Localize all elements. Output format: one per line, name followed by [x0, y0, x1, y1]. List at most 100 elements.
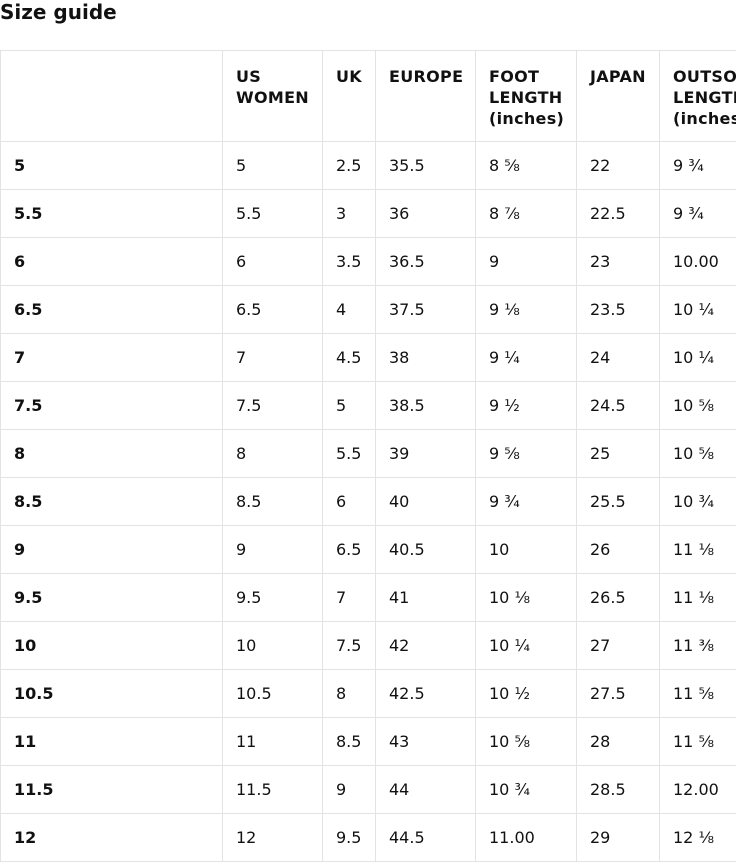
foot-length-cell: 10 ¼	[475, 621, 577, 670]
outsole-length-cell: 11 ⅝	[659, 717, 736, 766]
table-row: 6.5 6.5 4 37.5 9 ⅛ 23.5 10 ¼	[0, 285, 736, 334]
japan-cell: 26	[576, 525, 660, 574]
table-row: 5 5 2.5 35.5 8 ⅝ 22 9 ¾	[0, 141, 736, 190]
size-cell: 12	[0, 813, 223, 862]
table-row: 9 9 6.5 40.5 10 26 11 ⅛	[0, 525, 736, 574]
size-cell: 8	[0, 429, 223, 478]
europe-cell: 40	[375, 477, 476, 526]
us-women-cell: 6	[222, 237, 323, 286]
size-cell: 6	[0, 237, 223, 286]
uk-cell: 5.5	[322, 429, 376, 478]
foot-length-cell: 11.00	[475, 813, 577, 862]
table-row: 7.5 7.5 5 38.5 9 ½ 24.5 10 ⅝	[0, 381, 736, 430]
foot-length-cell: 9	[475, 237, 577, 286]
us-women-cell: 10.5	[222, 669, 323, 718]
europe-cell: 36	[375, 189, 476, 238]
size-cell: 11.5	[0, 765, 223, 814]
size-cell: 9	[0, 525, 223, 574]
us-women-cell: 12	[222, 813, 323, 862]
table-row: 5.5 5.5 3 36 8 ⅞ 22.5 9 ¾	[0, 189, 736, 238]
europe-cell: 36.5	[375, 237, 476, 286]
europe-cell: 42.5	[375, 669, 476, 718]
column-header-line: LENGTH	[489, 88, 563, 107]
outsole-length-cell: 10.00	[659, 237, 736, 286]
europe-cell: 43	[375, 717, 476, 766]
europe-cell: 41	[375, 573, 476, 622]
size-column-header	[0, 50, 223, 142]
uk-cell: 6.5	[322, 525, 376, 574]
foot-length-cell: 10 ½	[475, 669, 577, 718]
size-cell: 8.5	[0, 477, 223, 526]
column-header-line: (inches)	[673, 109, 736, 128]
japan-cell: 27.5	[576, 669, 660, 718]
outsole-length-cell: 11 ⅝	[659, 669, 736, 718]
europe-cell: 38.5	[375, 381, 476, 430]
foot-length-cell: 10 ¾	[475, 765, 577, 814]
japan-cell: 22	[576, 141, 660, 190]
japan-cell: 29	[576, 813, 660, 862]
table-row: 9.5 9.5 7 41 10 ⅛ 26.5 11 ⅛	[0, 573, 736, 622]
us-women-cell: 7	[222, 333, 323, 382]
column-header-line: FOOT	[489, 67, 540, 86]
size-cell: 10	[0, 621, 223, 670]
outsole-length-cell: 10 ¼	[659, 333, 736, 382]
us-women-cell: 9	[222, 525, 323, 574]
column-header-line: US	[236, 67, 262, 86]
japan-cell: 23	[576, 237, 660, 286]
japan-cell: 24.5	[576, 381, 660, 430]
table-row: 10.5 10.5 8 42.5 10 ½ 27.5 11 ⅝	[0, 669, 736, 718]
page-title: Size guide	[0, 0, 117, 24]
japan-cell: 28.5	[576, 765, 660, 814]
table-row: 8 8 5.5 39 9 ⅝ 25 10 ⅝	[0, 429, 736, 478]
size-cell: 10.5	[0, 669, 223, 718]
table-row: 11.5 11.5 9 44 10 ¾ 28.5 12.00	[0, 765, 736, 814]
uk-cell: 4	[322, 285, 376, 334]
table-row: 7 7 4.5 38 9 ¼ 24 10 ¼	[0, 333, 736, 382]
japan-column-header: JAPAN	[576, 50, 660, 142]
size-cell: 11	[0, 717, 223, 766]
column-header-line: JAPAN	[590, 67, 646, 86]
outsole-length-cell: 12 ⅛	[659, 813, 736, 862]
japan-cell: 22.5	[576, 189, 660, 238]
column-header-line: (inches)	[489, 109, 565, 128]
europe-cell: 39	[375, 429, 476, 478]
outsole-length-cell: 12.00	[659, 765, 736, 814]
europe-cell: 40.5	[375, 525, 476, 574]
uk-cell: 8	[322, 669, 376, 718]
header-row: US WOMEN UK EUROPE FOOT LENGTH (inches) JAPAN OU…	[0, 50, 736, 142]
size-cell: 7	[0, 333, 223, 382]
europe-column-header: EUROPE	[375, 50, 476, 142]
us-women-cell: 8.5	[222, 477, 323, 526]
outsole-length-cell: 11 ⅛	[659, 573, 736, 622]
uk-column-header: UK	[322, 50, 376, 142]
uk-cell: 8.5	[322, 717, 376, 766]
foot-length-cell: 8 ⅞	[475, 189, 577, 238]
outsole-length-cell: 9 ¾	[659, 189, 736, 238]
table-row: 12 12 9.5 44.5 11.00 29 12 ⅛	[0, 813, 736, 862]
foot-length-cell: 9 ¼	[475, 333, 577, 382]
us-women-cell: 10	[222, 621, 323, 670]
us-women-cell: 7.5	[222, 381, 323, 430]
us-women-cell: 5	[222, 141, 323, 190]
outsole-length-cell: 9 ¾	[659, 141, 736, 190]
column-header-line: WOMEN	[236, 88, 309, 107]
table-row: 8.5 8.5 6 40 9 ¾ 25.5 10 ¾	[0, 477, 736, 526]
europe-cell: 44	[375, 765, 476, 814]
table-row: 10 10 7.5 42 10 ¼ 27 11 ⅜	[0, 621, 736, 670]
foot-length-cell: 10 ⅛	[475, 573, 577, 622]
column-header-line: UK	[336, 67, 362, 86]
uk-cell: 9.5	[322, 813, 376, 862]
size-cell: 5.5	[0, 189, 223, 238]
japan-cell: 27	[576, 621, 660, 670]
europe-cell: 35.5	[375, 141, 476, 190]
foot-length-cell: 9 ⅛	[475, 285, 577, 334]
japan-cell: 28	[576, 717, 660, 766]
foot-length-cell: 10 ⅝	[475, 717, 577, 766]
size-cell: 9.5	[0, 573, 223, 622]
uk-cell: 5	[322, 381, 376, 430]
size-guide-table: US WOMEN UK EUROPE FOOT LENGTH (inches) JAPAN OU…	[0, 50, 736, 862]
europe-cell: 42	[375, 621, 476, 670]
uk-cell: 6	[322, 477, 376, 526]
